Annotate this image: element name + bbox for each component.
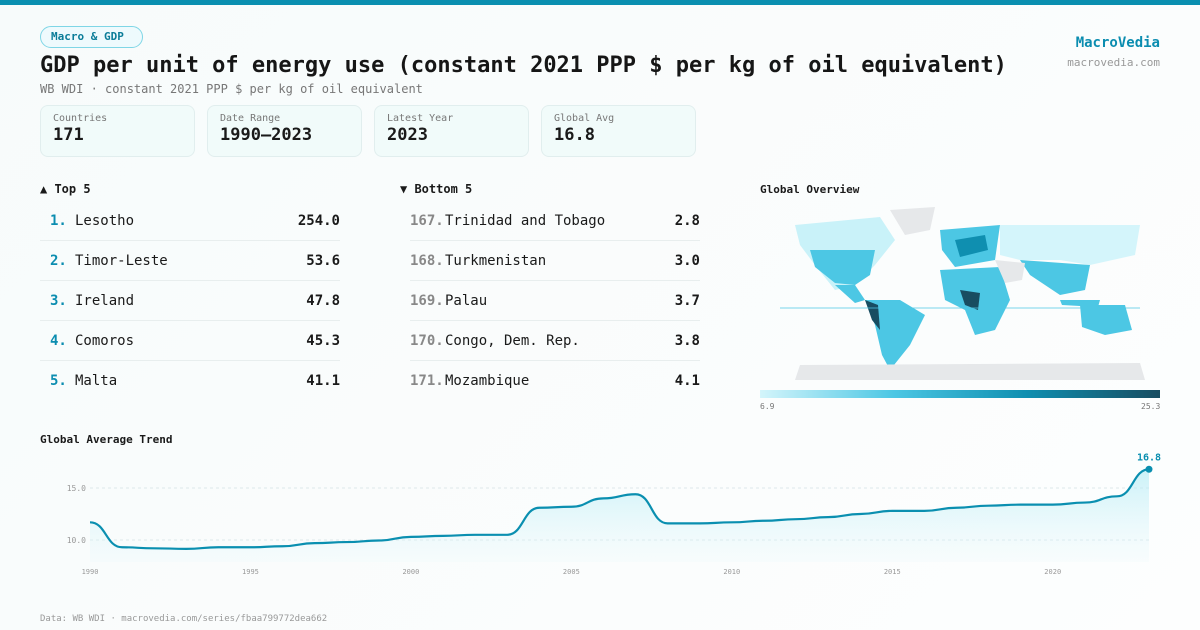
scale-min-label: 6.9	[760, 402, 775, 411]
brand-url[interactable]: macrovedia.com	[1067, 56, 1160, 69]
stat-countries: Countries 171	[40, 105, 195, 157]
south-america	[865, 300, 925, 370]
country-value: 3.7	[674, 292, 700, 309]
stat-global-avg: Global Avg 16.8	[541, 105, 696, 157]
stat-value: 16.8	[554, 125, 595, 145]
stat-value: 1990–2023	[220, 125, 313, 145]
trend-area	[90, 469, 1149, 562]
rank: 169.	[410, 292, 444, 309]
bottom5-list: 167. Trinidad and Tobago 2.8 168. Turkmenist…	[410, 201, 700, 401]
central-america	[835, 285, 865, 303]
stat-label: Latest Year	[387, 113, 454, 124]
page-title: GDP per unit of energy use (constant 202…	[40, 53, 1007, 78]
rank: 4.	[50, 332, 67, 349]
list-item[interactable]: 5. Malta 41.1	[40, 361, 340, 401]
x-tick-label: 2020	[1044, 568, 1061, 576]
country-value: 47.8	[306, 292, 340, 309]
rank: 1.	[50, 212, 67, 229]
country-value: 254.0	[297, 212, 340, 229]
footer-source: Data: WB WDI · macrovedia.com/series/fba…	[40, 614, 328, 624]
country-name: Comoros	[75, 332, 135, 349]
world-map[interactable]	[760, 205, 1160, 380]
brand-logo[interactable]: MacroVedia	[1075, 35, 1160, 51]
country-value: 45.3	[306, 332, 340, 349]
country-value: 3.0	[674, 252, 700, 269]
russia-asia	[1000, 225, 1140, 265]
stat-label: Countries	[53, 113, 108, 124]
middle-east	[995, 260, 1025, 283]
x-tick-label: 2000	[402, 568, 419, 576]
rank: 168.	[410, 252, 444, 269]
stat-label: Date Range	[220, 113, 281, 124]
europe-dark	[955, 235, 988, 257]
last-point-marker	[1145, 465, 1153, 473]
x-tick-label: 2010	[723, 568, 740, 576]
rank: 170.	[410, 332, 444, 349]
andes	[865, 300, 880, 330]
country-name: Turkmenistan	[445, 252, 547, 269]
x-tick-label: 2005	[563, 568, 580, 576]
x-tick-label: 1995	[242, 568, 259, 576]
top5-list: 1. Lesotho 254.0 2. Timor-Leste 53.6 3. Ireland…	[40, 201, 340, 401]
list-item[interactable]: 4. Comoros 45.3	[40, 321, 340, 361]
country-value: 3.8	[674, 332, 700, 349]
list-item[interactable]: 1. Lesotho 254.0	[40, 201, 340, 241]
scale-max-label: 25.3	[1141, 402, 1161, 411]
country-value: 2.8	[674, 212, 700, 229]
country-value: 53.6	[306, 252, 340, 269]
landmasses	[780, 207, 1145, 380]
greenland	[890, 207, 935, 235]
y-tick-label: 15.0	[67, 484, 86, 493]
stat-value: 2023	[387, 125, 428, 145]
list-item[interactable]: 2. Timor-Leste 53.6	[40, 241, 340, 281]
country-name: Congo, Dem. Rep.	[445, 332, 580, 349]
south-asia	[1020, 260, 1090, 295]
country-value: 41.1	[306, 373, 340, 389]
list-item[interactable]: 170. Congo, Dem. Rep. 3.8	[410, 321, 700, 361]
stat-latest-year: Latest Year 2023	[374, 105, 529, 157]
country-name: Timor-Leste	[75, 252, 168, 269]
category-tag[interactable]: Macro & GDP	[40, 26, 143, 48]
last-value-label: 16.8	[1137, 452, 1161, 463]
bottom5-heading: ▼ Bottom 5	[400, 182, 473, 196]
country-value: 4.1	[674, 373, 700, 389]
country-name: Malta	[75, 373, 118, 389]
rank: 5.	[50, 373, 67, 389]
list-item[interactable]: 167. Trinidad and Tobago 2.8	[410, 201, 700, 241]
antarctica	[795, 363, 1145, 380]
y-tick-label: 10.0	[67, 536, 86, 545]
chart-title: Global Average Trend	[40, 433, 173, 446]
stat-value: 171	[53, 125, 84, 145]
stat-label: Global Avg	[554, 113, 615, 124]
rank: 171.	[410, 373, 444, 389]
top5-heading: ▲ Top 5	[40, 182, 91, 196]
page-subtitle: WB WDI · constant 2021 PPP $ per kg of o…	[40, 82, 423, 96]
country-name: Trinidad and Tobago	[445, 212, 606, 229]
trend-chart: 10.0 15.0 1990 1995 2000 2005 2010 2015 2020 16.8	[67, 452, 1161, 576]
trend-line	[89, 468, 1150, 550]
top-accent-bar	[0, 0, 1200, 5]
list-item[interactable]: 168. Turkmenistan 3.0	[410, 241, 700, 281]
list-item[interactable]: 3. Ireland 47.8	[40, 281, 340, 321]
country-name: Mozambique	[445, 373, 530, 389]
list-item[interactable]: 171. Mozambique 4.1	[410, 361, 700, 401]
country-name: Lesotho	[75, 212, 135, 229]
list-item[interactable]: 169. Palau 3.7	[410, 281, 700, 321]
x-tick-label: 2015	[884, 568, 901, 576]
country-name: Palau	[445, 292, 488, 309]
color-scale-bar	[760, 390, 1160, 398]
map-title: Global Overview	[760, 183, 860, 196]
stat-date-range: Date Range 1990–2023	[207, 105, 362, 157]
rank: 2.	[50, 252, 67, 269]
indonesia	[1060, 300, 1100, 307]
x-tick-label: 1990	[82, 568, 99, 576]
africa-dark	[960, 290, 980, 310]
country-name: Ireland	[75, 292, 135, 309]
rank: 167.	[410, 212, 444, 229]
rank: 3.	[50, 292, 67, 309]
usa	[810, 250, 875, 285]
australia	[1080, 305, 1132, 335]
